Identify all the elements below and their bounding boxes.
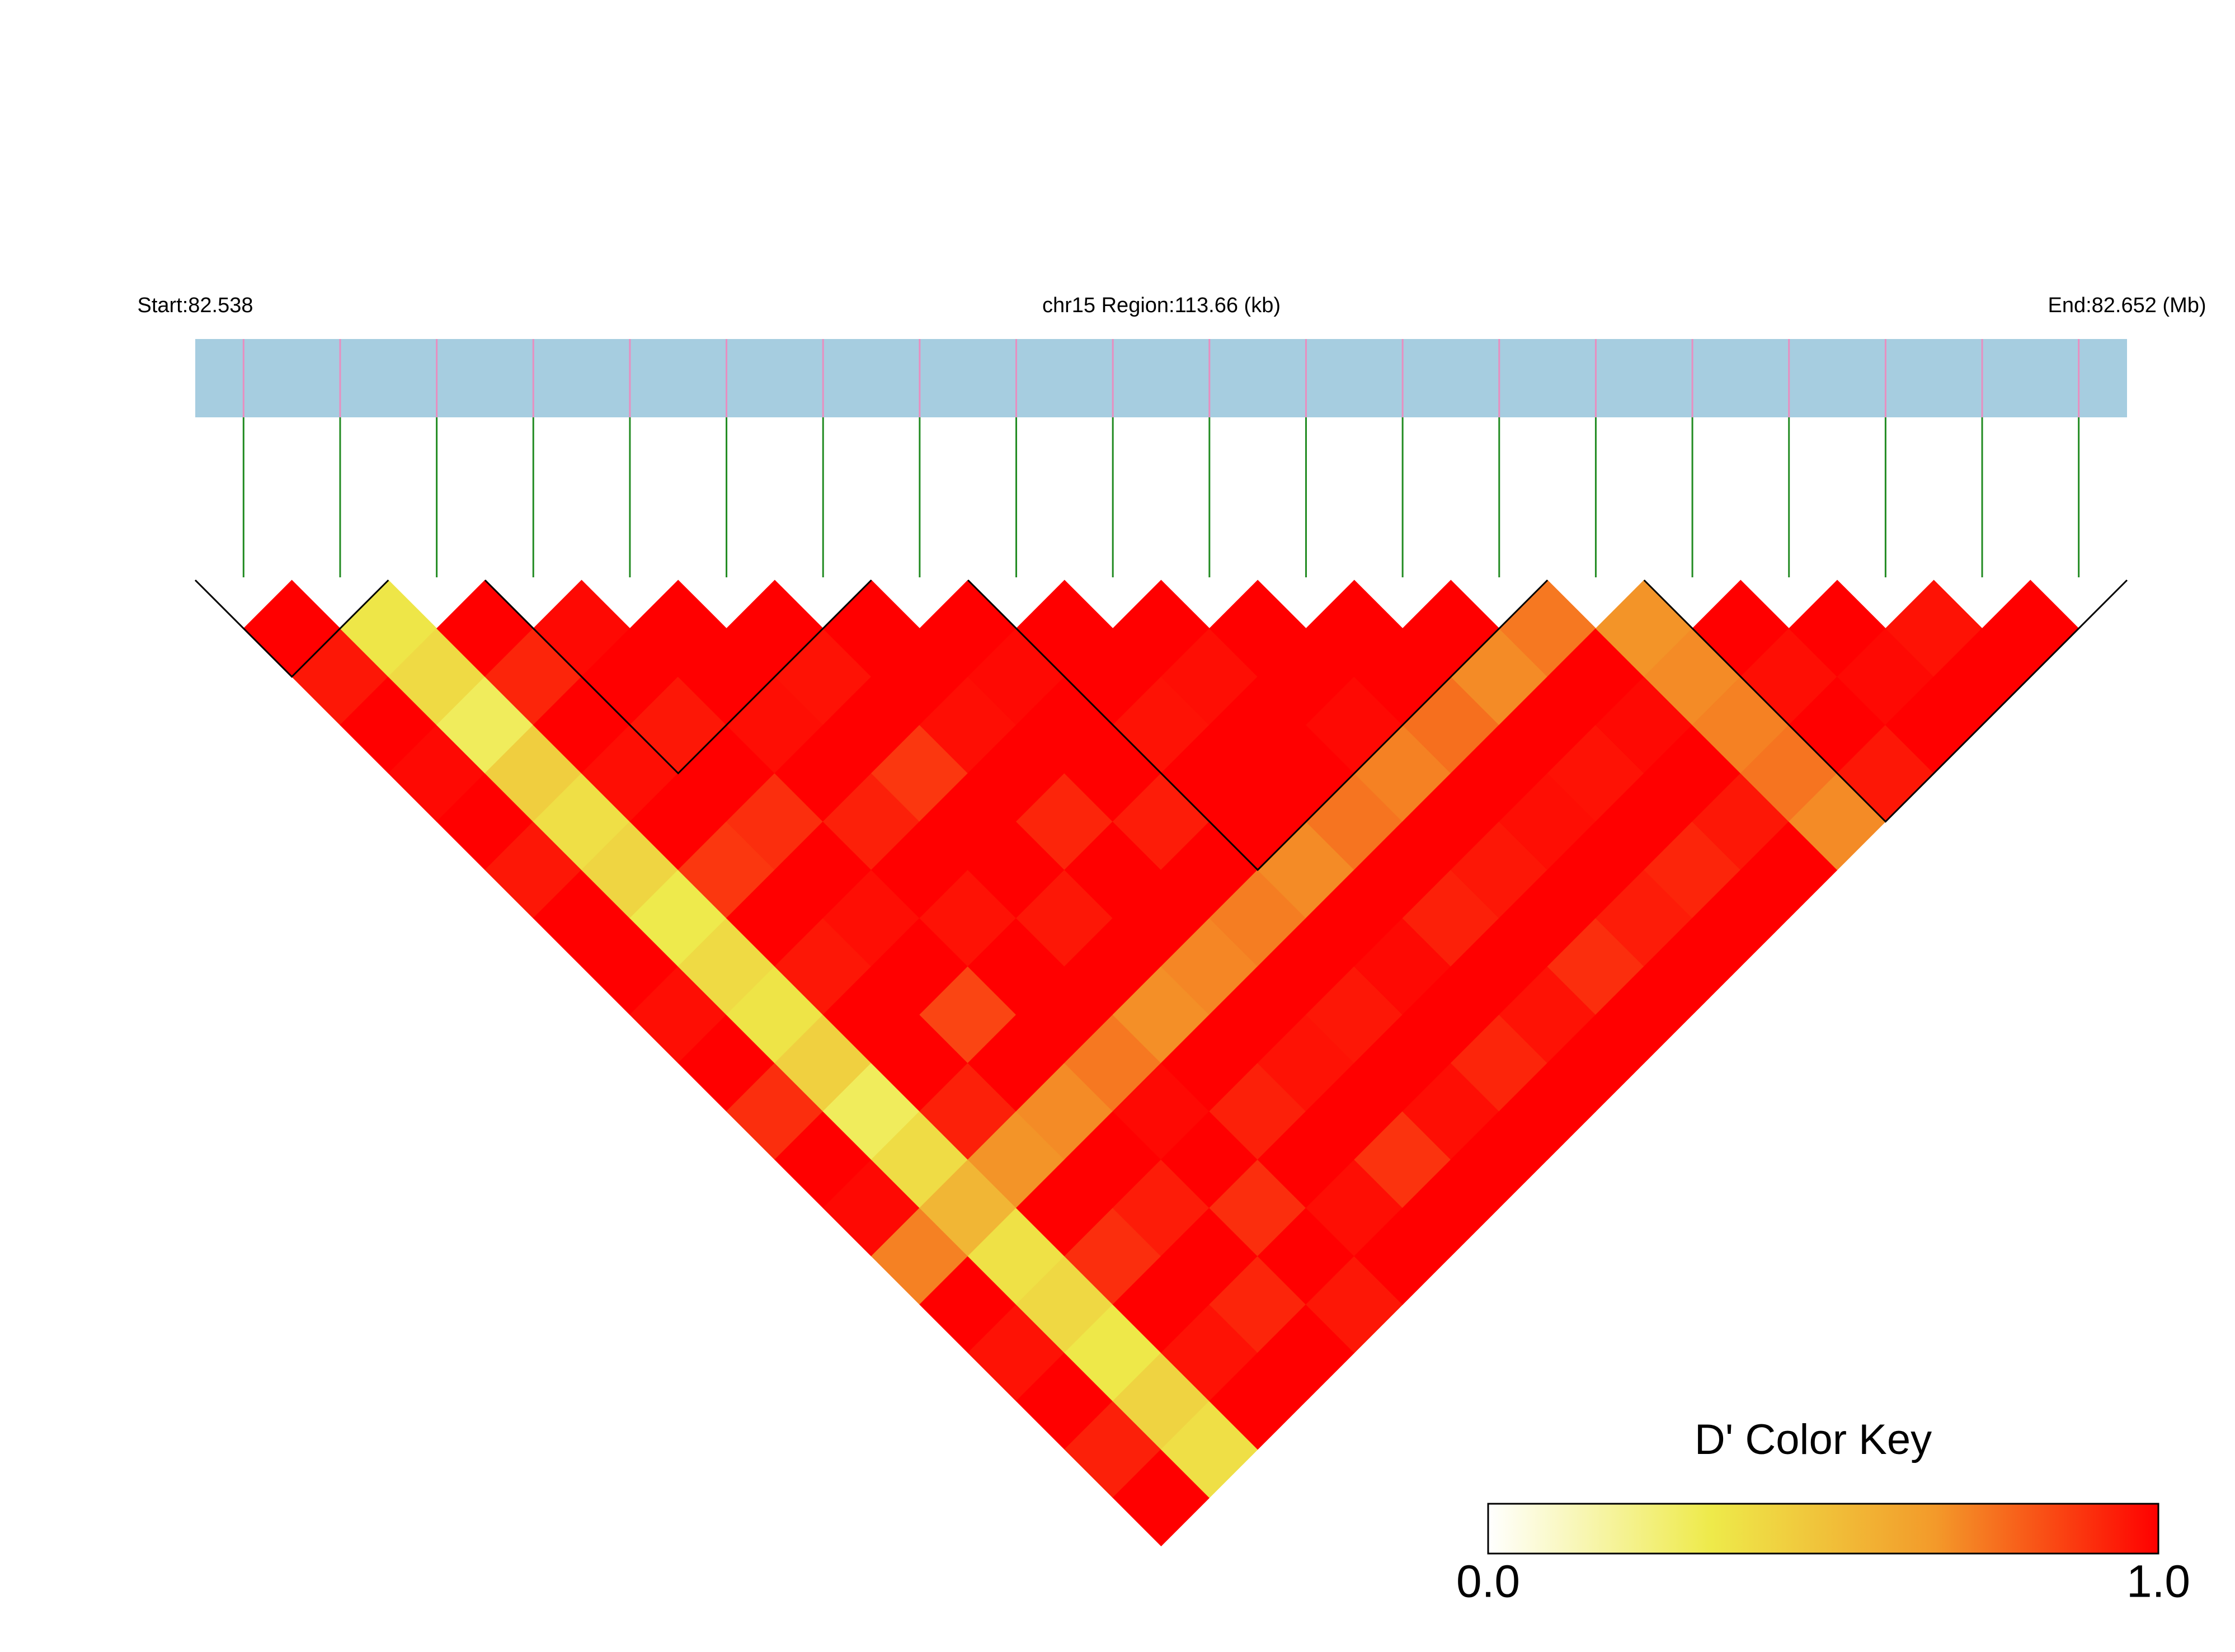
ld-block xyxy=(194,579,389,678)
ld-block xyxy=(967,579,1549,872)
start-label: Start:82.538 xyxy=(137,294,253,317)
key-tick-label: 1.0 xyxy=(2126,1556,2190,1607)
end-label: End:82.652 (Mb) xyxy=(2048,294,2206,317)
color-key xyxy=(1487,1503,2159,1555)
ld-block xyxy=(484,579,872,775)
key-title: D' Color Key xyxy=(1695,1416,1932,1463)
key-tick-label: 0.0 xyxy=(1456,1556,1520,1607)
ld-block xyxy=(1643,579,2128,823)
region-label: chr15 Region:113.66 (kb) xyxy=(1042,294,1281,317)
snp-bar xyxy=(195,339,2127,417)
